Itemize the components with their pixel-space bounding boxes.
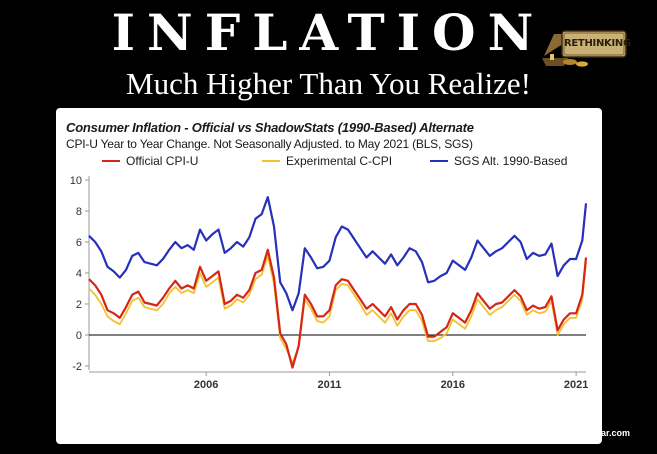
legend-item-official: Official CPI-U — [102, 153, 198, 169]
subheadline: Much Higher Than You Realize! — [126, 66, 531, 101]
logo-graphic — [542, 30, 627, 67]
logo-text: RETHINKING — [564, 38, 631, 49]
x-tick-label: 2016 — [441, 379, 465, 391]
y-tick-label: 6 — [76, 237, 82, 249]
y-tick-label: 0 — [76, 330, 82, 342]
headline: INFLATION — [111, 3, 546, 62]
y-tick-label: 4 — [76, 268, 82, 280]
chart-legend: Official CPI-U Experimental C-CPI SGS Al… — [96, 153, 596, 169]
x-tick-label: 2006 — [194, 379, 218, 391]
source-credit: Rethinkingthedollar.com — [524, 428, 630, 438]
series-line-official-cpi-u — [88, 248, 588, 369]
legend-item-experimental: Experimental C-CPI — [262, 153, 392, 169]
chart-title: Consumer Inflation - Official vs ShadowS… — [66, 120, 474, 135]
series-line-experimental-c-cpi — [88, 254, 587, 364]
chart-subtitle: CPI-U Year to Year Change. Not Seasonall… — [66, 137, 473, 151]
legend-swatch-experimental — [262, 159, 280, 162]
legend-label-experimental: Experimental C-CPI — [286, 154, 393, 168]
logo: RETHINKING — [540, 26, 631, 70]
x-tick-label: 2011 — [318, 379, 342, 391]
legend-swatch-sgs — [430, 159, 448, 162]
y-tick-label: 8 — [76, 206, 82, 218]
line-chart: 10 8 6 4 2 0 -2 2006 2011 2016 2021 — [70, 175, 589, 391]
y-tick-label: 10 — [70, 175, 82, 187]
chart-panel: Consumer Inflation - Official vs ShadowS… — [56, 108, 602, 444]
x-tick-label: 2021 — [564, 379, 588, 391]
series-line-sgs-alt — [88, 195, 588, 312]
y-tick-label: -2 — [72, 361, 82, 373]
legend-swatch-official — [102, 159, 120, 162]
legend-item-sgs: SGS Alt. 1990-Based — [430, 153, 567, 169]
legend-label-sgs: SGS Alt. 1990-Based — [454, 154, 568, 168]
y-tick-label: 2 — [76, 299, 82, 311]
legend-label-official: Official CPI-U — [126, 154, 199, 168]
